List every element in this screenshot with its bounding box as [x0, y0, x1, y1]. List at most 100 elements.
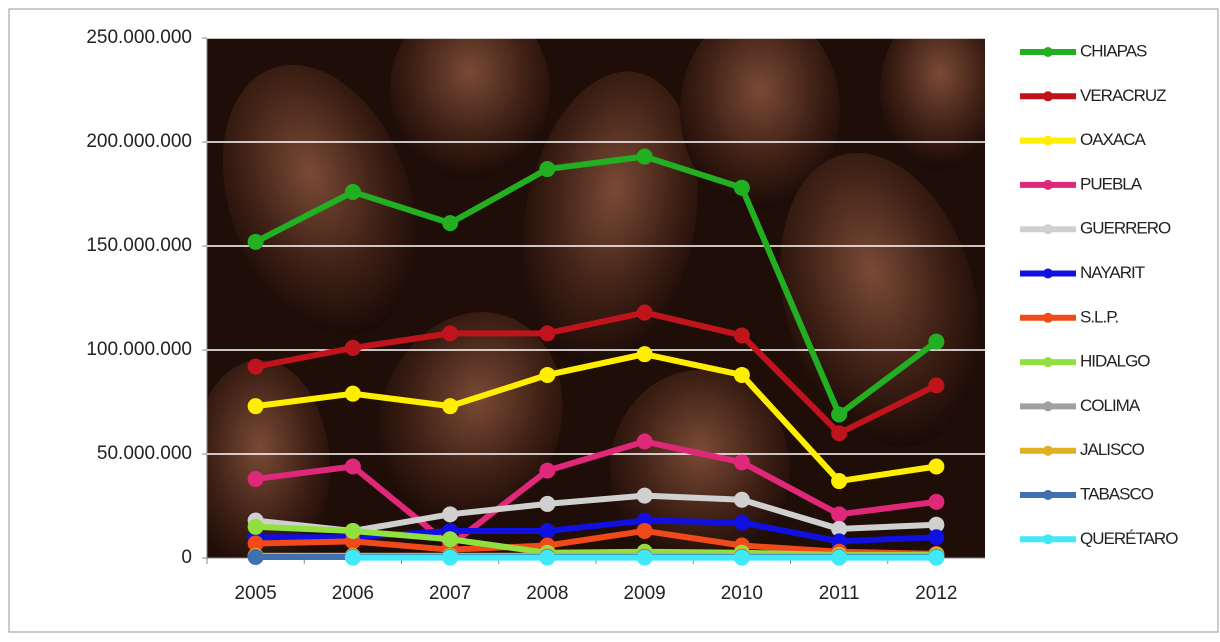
- point: [831, 425, 848, 442]
- point: [928, 458, 945, 475]
- point: [636, 304, 653, 321]
- point: [247, 535, 264, 552]
- point: [831, 520, 848, 537]
- point: [928, 516, 945, 533]
- point: [636, 549, 653, 566]
- point: [733, 491, 750, 508]
- point: [539, 366, 556, 383]
- point: [247, 518, 264, 535]
- legend-marker: [1043, 490, 1053, 500]
- legend-marker: [1043, 534, 1053, 545]
- point: [344, 458, 361, 475]
- x-tick-label: 2006: [332, 583, 374, 604]
- point: [831, 506, 848, 523]
- point: [928, 493, 945, 510]
- legend-marker: [1043, 47, 1053, 57]
- point: [442, 325, 459, 342]
- y-tick-label: 100.000.000: [86, 339, 192, 360]
- legend-marker: [1043, 179, 1053, 190]
- point: [442, 549, 459, 566]
- legend-label: JALISCO: [1080, 440, 1145, 459]
- point: [344, 549, 361, 566]
- series-line: [255, 438, 937, 549]
- point: [636, 487, 653, 504]
- plot-background: [207, 38, 985, 558]
- point: [636, 522, 653, 539]
- legend-marker: [1043, 312, 1053, 323]
- y-tick-label: 0: [181, 547, 192, 568]
- x-tick-label: 2008: [526, 583, 568, 604]
- legend-marker: [1043, 445, 1053, 456]
- point: [831, 549, 848, 566]
- series-line: [255, 517, 937, 545]
- point: [831, 406, 848, 423]
- series-line: [255, 527, 937, 557]
- legend-label: COLIMA: [1080, 396, 1141, 415]
- point: [539, 161, 556, 178]
- x-tick-label: 2012: [915, 583, 957, 604]
- legend-label: GUERRERO: [1080, 219, 1171, 238]
- y-tick-label: 200.000.000: [86, 131, 192, 152]
- point: [733, 454, 750, 471]
- x-tick-label: 2011: [819, 583, 860, 604]
- point: [247, 358, 264, 375]
- point: [247, 548, 264, 565]
- series-line: [254, 153, 939, 418]
- legend-label: PUEBLA: [1080, 174, 1143, 193]
- legend-label: OAXACA: [1080, 130, 1147, 149]
- x-tick-label: 2009: [623, 583, 665, 604]
- legend-marker: [1043, 224, 1053, 235]
- series-line: [255, 309, 938, 437]
- legend-marker: [1043, 135, 1053, 146]
- series-line: [255, 492, 937, 534]
- point: [636, 346, 653, 363]
- point: [442, 506, 459, 523]
- point: [442, 215, 459, 232]
- legend-marker: [1043, 91, 1053, 102]
- point: [636, 148, 653, 165]
- point: [733, 179, 750, 196]
- point: [636, 433, 653, 450]
- point: [539, 549, 556, 566]
- point: [442, 398, 459, 415]
- legend-label: VERACRUZ: [1080, 86, 1166, 105]
- legend-label: TABASCO: [1080, 484, 1154, 503]
- point: [539, 325, 556, 342]
- point: [344, 522, 361, 539]
- x-tick-label: 2010: [721, 583, 763, 604]
- legend-label: CHIAPAS: [1080, 41, 1147, 60]
- point: [344, 339, 361, 356]
- point: [928, 529, 945, 546]
- legend-label: NAYARIT: [1080, 263, 1145, 282]
- y-tick-label: 50.000.000: [97, 443, 192, 464]
- x-tick-label: 2007: [429, 583, 471, 604]
- legend-label: HIDALGO: [1080, 352, 1150, 371]
- point: [247, 470, 264, 487]
- point: [247, 398, 264, 415]
- y-tick-label: 250.000.000: [86, 27, 192, 48]
- y-tick-label: 150.000.000: [86, 235, 192, 256]
- legend-marker: [1043, 268, 1053, 279]
- legend-marker: [1043, 357, 1053, 368]
- point: [539, 522, 556, 539]
- point: [344, 183, 361, 200]
- legend-label: QUERÉTARO: [1080, 529, 1178, 548]
- point: [733, 514, 750, 531]
- point: [539, 495, 556, 512]
- point: [928, 549, 945, 566]
- point: [442, 531, 459, 548]
- point: [733, 549, 750, 566]
- point: [539, 462, 556, 479]
- series-line: [255, 351, 937, 485]
- point: [247, 233, 264, 250]
- point: [928, 377, 945, 394]
- point: [928, 333, 945, 350]
- point: [344, 385, 361, 402]
- point: [733, 366, 750, 383]
- legend-marker: [1043, 401, 1053, 412]
- x-tick-label: 2005: [234, 583, 276, 604]
- legend-label: S.L.P.: [1080, 307, 1118, 326]
- point: [831, 473, 848, 490]
- point: [733, 327, 750, 344]
